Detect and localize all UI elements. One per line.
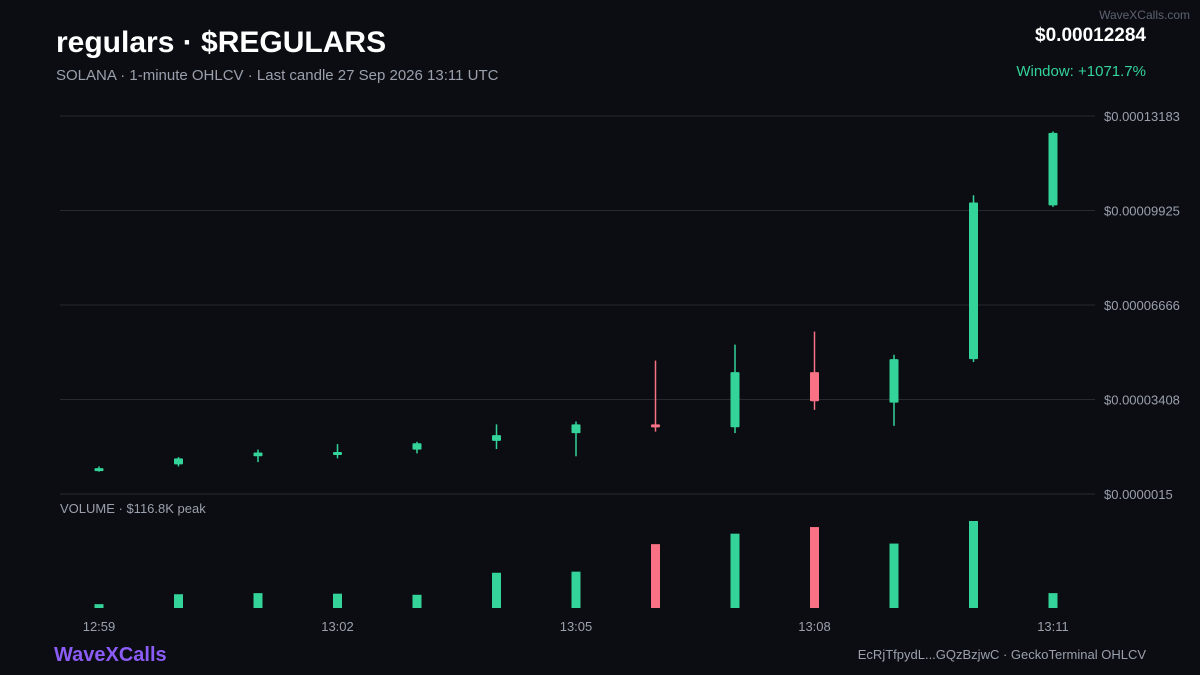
x-tick-label: 13:08 xyxy=(798,619,831,634)
candle-body xyxy=(492,435,501,441)
x-tick-label: 13:11 xyxy=(1037,619,1069,634)
volume-bar xyxy=(571,571,581,608)
data-source: EcRjTfpydL...GQzBzjwC · GeckoTerminal OH… xyxy=(857,647,1146,662)
candle-body xyxy=(174,458,183,465)
candle-body xyxy=(571,424,581,434)
candle-body xyxy=(651,424,660,428)
volume-bar xyxy=(253,593,263,608)
candle-body xyxy=(810,372,819,402)
candle-body xyxy=(889,359,899,403)
candle-body xyxy=(730,372,740,428)
x-tick-label: 13:05 xyxy=(560,619,593,634)
brand-logo-text: WaveXCalls xyxy=(54,644,167,666)
volume-bar xyxy=(94,604,104,608)
y-tick-label: $0.00013183 xyxy=(1104,109,1180,124)
x-tick-label: 13:02 xyxy=(321,619,354,634)
candle-body xyxy=(253,452,263,457)
volume-bar xyxy=(1048,593,1058,608)
volume-label: VOLUME · $116.8K peak xyxy=(60,501,206,516)
window-change: Window: +1071.7% xyxy=(1016,63,1146,80)
volume-bar xyxy=(174,594,183,608)
volume-bar xyxy=(492,572,501,608)
volume-bar xyxy=(412,594,422,608)
watermark: WaveXCalls.com xyxy=(1099,8,1190,22)
y-tick-label: $0.00009925 xyxy=(1104,203,1180,218)
y-tick-label: $0.0000015 xyxy=(1104,487,1173,502)
y-tick-label: $0.00006666 xyxy=(1104,298,1180,313)
volume-bar xyxy=(810,527,819,608)
candle-body xyxy=(1048,132,1058,206)
volume-bar xyxy=(333,593,342,608)
volume-bar xyxy=(889,543,899,608)
candle-body xyxy=(333,451,342,455)
current-price: $0.00012284 xyxy=(1035,25,1146,46)
chart-title: regulars · $REGULARS xyxy=(56,26,387,59)
candle-body xyxy=(412,443,422,450)
volume-bar xyxy=(969,521,978,608)
volume-bar xyxy=(730,533,740,608)
chart-subtitle: SOLANA · 1-minute OHLCV · Last candle 27… xyxy=(56,67,499,84)
y-tick-label: $0.00003408 xyxy=(1104,393,1180,408)
volume-bar xyxy=(651,544,660,608)
candle-body xyxy=(969,202,978,360)
x-tick-label: 12:59 xyxy=(83,619,116,634)
candle-body xyxy=(94,468,104,472)
